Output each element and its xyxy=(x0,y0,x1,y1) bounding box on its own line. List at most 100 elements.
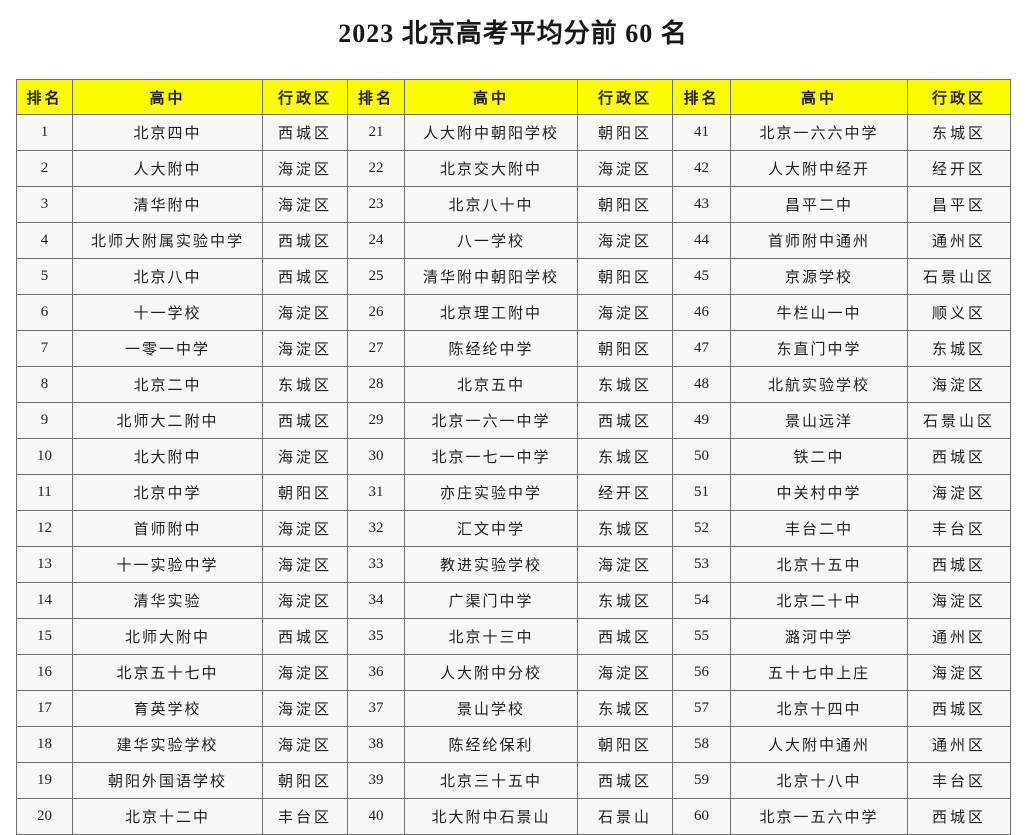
school-name-cell: 铁二中 xyxy=(730,438,908,475)
school-name-cell: 陈经纶中学 xyxy=(404,330,578,367)
school-name-cell: 北京四中 xyxy=(72,114,263,151)
rank-cell: 47 xyxy=(672,330,731,367)
district-cell: 西城区 xyxy=(262,402,348,439)
rank-cell: 5 xyxy=(16,258,73,295)
school-name-cell: 八一学校 xyxy=(404,222,578,259)
district-cell: 西城区 xyxy=(262,258,348,295)
district-cell: 西城区 xyxy=(907,438,1011,475)
rank-cell: 53 xyxy=(672,546,731,583)
district-cell: 西城区 xyxy=(262,618,348,655)
district-cell: 朝阳区 xyxy=(262,474,348,511)
rank-cell: 17 xyxy=(16,690,73,727)
school-name-cell: 北京八十中 xyxy=(404,186,578,223)
district-cell: 海淀区 xyxy=(577,546,673,583)
rank-cell: 51 xyxy=(672,474,731,511)
school-name-cell: 人大附中经开 xyxy=(730,150,908,187)
rank-cell: 43 xyxy=(672,186,731,223)
rank-cell: 6 xyxy=(16,294,73,331)
district-cell: 海淀区 xyxy=(262,438,348,475)
district-cell: 海淀区 xyxy=(262,510,348,547)
district-cell: 东城区 xyxy=(262,366,348,403)
table-row: 17 育英学校 海淀区 37 景山学校 东城区 57 北京十四中 西城区 xyxy=(16,690,1011,727)
school-name-cell: 首师附中通州 xyxy=(730,222,908,259)
school-name-cell: 北京一六一中学 xyxy=(404,402,578,439)
school-name-cell: 一零一中学 xyxy=(72,330,263,367)
school-name-cell: 中关村中学 xyxy=(730,474,908,511)
district-cell: 朝阳区 xyxy=(262,762,348,799)
school-name-cell: 人大附中 xyxy=(72,150,263,187)
district-cell: 海淀区 xyxy=(262,186,348,223)
column-header-school-3: 高中 xyxy=(730,79,908,115)
table-row: 10 北大附中 海淀区 30 北京一七一中学 东城区 50 铁二中 西城区 xyxy=(16,438,1011,475)
district-cell: 通州区 xyxy=(907,222,1011,259)
table-row: 7 一零一中学 海淀区 27 陈经纶中学 朝阳区 47 东直门中学 东城区 xyxy=(16,330,1011,367)
school-name-cell: 十一实验中学 xyxy=(72,546,263,583)
table-row: 4 北师大附属实验中学 西城区 24 八一学校 海淀区 44 首师附中通州 通州区 xyxy=(16,222,1011,259)
district-cell: 石景山区 xyxy=(907,258,1011,295)
school-name-cell: 人大附中朝阳学校 xyxy=(404,114,578,151)
column-header-district-3: 行政区 xyxy=(907,79,1011,115)
district-cell: 海淀区 xyxy=(262,726,348,763)
school-name-cell: 北京交大附中 xyxy=(404,150,578,187)
page-root: 2023 北京高考平均分前 60 名 排名 高中 行政区 排名 高中 行政区 排… xyxy=(16,19,1011,835)
district-cell: 海淀区 xyxy=(262,330,348,367)
district-cell: 经开区 xyxy=(907,150,1011,187)
rank-cell: 12 xyxy=(16,510,73,547)
rank-cell: 23 xyxy=(347,186,405,223)
rank-cell: 50 xyxy=(672,438,731,475)
district-cell: 海淀区 xyxy=(907,654,1011,691)
district-cell: 西城区 xyxy=(577,762,673,799)
district-cell: 石景山 xyxy=(577,798,673,835)
school-name-cell: 北航实验学校 xyxy=(730,366,908,403)
district-cell: 西城区 xyxy=(262,222,348,259)
rank-cell: 15 xyxy=(16,618,73,655)
school-name-cell: 东直门中学 xyxy=(730,330,908,367)
school-name-cell: 北京中学 xyxy=(72,474,263,511)
school-name-cell: 陈经纶保利 xyxy=(404,726,578,763)
rank-cell: 59 xyxy=(672,762,731,799)
rank-cell: 14 xyxy=(16,582,73,619)
district-cell: 海淀区 xyxy=(262,546,348,583)
school-name-cell: 育英学校 xyxy=(72,690,263,727)
table-row: 15 北师大附中 西城区 35 北京十三中 西城区 55 潞河中学 通州区 xyxy=(16,618,1011,655)
rank-cell: 40 xyxy=(347,798,405,835)
rank-cell: 4 xyxy=(16,222,73,259)
district-cell: 朝阳区 xyxy=(577,330,673,367)
column-header-rank-2: 排名 xyxy=(347,79,405,115)
school-name-cell: 清华附中朝阳学校 xyxy=(404,258,578,295)
rank-cell: 29 xyxy=(347,402,405,439)
district-cell: 昌平区 xyxy=(907,186,1011,223)
rank-cell: 48 xyxy=(672,366,731,403)
school-name-cell: 教进实验学校 xyxy=(404,546,578,583)
rank-cell: 16 xyxy=(16,654,73,691)
district-cell: 西城区 xyxy=(907,798,1011,835)
rank-cell: 31 xyxy=(347,474,405,511)
rank-cell: 35 xyxy=(347,618,405,655)
rank-cell: 46 xyxy=(672,294,731,331)
district-cell: 西城区 xyxy=(577,618,673,655)
school-name-cell: 北大附中石景山 xyxy=(404,798,578,835)
district-cell: 丰台区 xyxy=(907,762,1011,799)
district-cell: 东城区 xyxy=(577,366,673,403)
district-cell: 东城区 xyxy=(907,330,1011,367)
rank-cell: 2 xyxy=(16,150,73,187)
district-cell: 东城区 xyxy=(577,510,673,547)
school-name-cell: 五十七中上庄 xyxy=(730,654,908,691)
district-cell: 顺义区 xyxy=(907,294,1011,331)
district-cell: 东城区 xyxy=(907,114,1011,151)
district-cell: 丰台区 xyxy=(262,798,348,835)
column-header-district-2: 行政区 xyxy=(577,79,673,115)
district-cell: 海淀区 xyxy=(262,654,348,691)
school-name-cell: 清华附中 xyxy=(72,186,263,223)
district-cell: 通州区 xyxy=(907,726,1011,763)
rank-cell: 27 xyxy=(347,330,405,367)
school-name-cell: 北京三十五中 xyxy=(404,762,578,799)
school-name-cell: 北京理工附中 xyxy=(404,294,578,331)
school-name-cell: 北大附中 xyxy=(72,438,263,475)
rank-cell: 38 xyxy=(347,726,405,763)
table-row: 6 十一学校 海淀区 26 北京理工附中 海淀区 46 牛栏山一中 顺义区 xyxy=(16,294,1011,331)
rank-cell: 22 xyxy=(347,150,405,187)
district-cell: 东城区 xyxy=(577,690,673,727)
district-cell: 丰台区 xyxy=(907,510,1011,547)
district-cell: 海淀区 xyxy=(577,222,673,259)
